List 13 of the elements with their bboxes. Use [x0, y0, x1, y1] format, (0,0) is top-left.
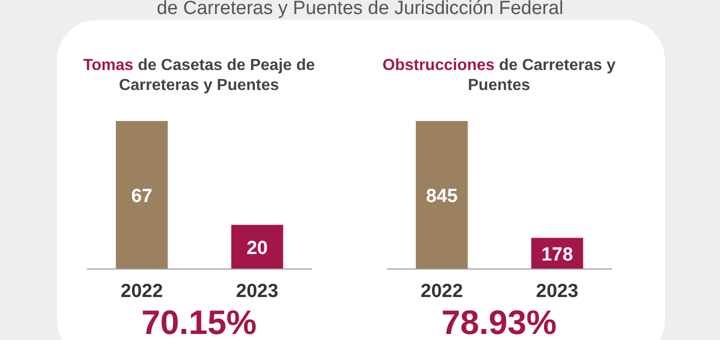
x-tick-label: 2023 [236, 281, 278, 302]
text: de Carreteras y Puentes de Jurisdicción Federal [156, 0, 564, 19]
data-label: 67 [131, 186, 152, 207]
data-label: 20 [246, 238, 268, 259]
chart-title: Tomas de Casetas de Peaje de Carreteras y Puentes [83, 57, 315, 94]
x-tick-label: 2023 [536, 281, 578, 302]
x-tick-label: 2022 [420, 281, 463, 302]
x-tick-label: 2022 [120, 281, 163, 302]
data-label: 178 [541, 244, 574, 266]
data-label: 845 [426, 186, 458, 207]
text: 78.93% [441, 304, 557, 340]
chart-title: Obstrucciones de Carreteras y Puentes [382, 57, 616, 94]
text: 70.15% [141, 304, 257, 340]
